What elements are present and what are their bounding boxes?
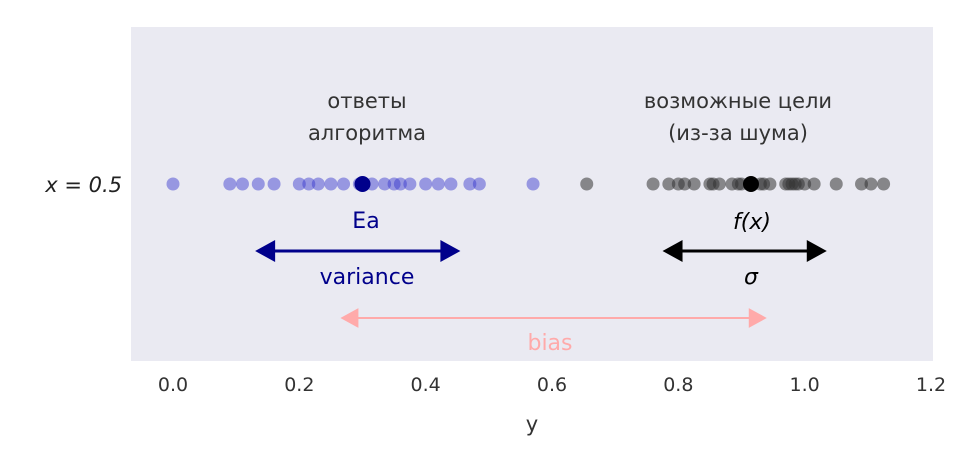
plot-area bbox=[131, 27, 933, 361]
prediction-point bbox=[431, 177, 445, 191]
prediction-point bbox=[166, 177, 180, 191]
variance-arrow-head-right bbox=[440, 240, 461, 262]
bias-arrow-head-left bbox=[340, 308, 359, 328]
mean-prediction-point bbox=[354, 176, 371, 192]
predictions-label-line1: ответы bbox=[327, 89, 406, 113]
mean-target-label: f(x) bbox=[733, 210, 771, 235]
target-point bbox=[763, 177, 777, 191]
x-tick-label: 1.2 bbox=[916, 374, 946, 396]
prediction-point bbox=[311, 177, 325, 191]
target-point bbox=[807, 177, 821, 191]
y-axis-label: x = 0.5 bbox=[44, 173, 122, 197]
targets-label-line1: возможные цели bbox=[644, 89, 832, 113]
prediction-point bbox=[267, 177, 281, 191]
mean-points bbox=[354, 176, 759, 192]
prediction-point bbox=[463, 177, 477, 191]
sigma-label: σ bbox=[744, 265, 759, 290]
x-axis-ticks: 0.0 0.2 0.4 0.6 0.8 1.0 1.2 bbox=[158, 374, 946, 396]
mean-prediction-label: Ea bbox=[352, 209, 379, 234]
prediction-point bbox=[526, 177, 540, 191]
bias-arrow-head-right bbox=[748, 308, 767, 328]
prediction-point bbox=[378, 177, 392, 191]
prediction-point bbox=[302, 177, 316, 191]
arrows bbox=[255, 240, 827, 328]
sigma-arrow-head-right bbox=[806, 240, 827, 262]
prediction-point bbox=[223, 177, 237, 191]
variance-arrow bbox=[255, 240, 461, 262]
bias-label: bias bbox=[527, 331, 572, 356]
target-point bbox=[662, 177, 676, 191]
target-point bbox=[687, 177, 701, 191]
prediction-point bbox=[403, 177, 417, 191]
prediction-point bbox=[387, 177, 401, 191]
predictions-label-line2: алгоритма bbox=[308, 121, 426, 145]
target-point bbox=[580, 177, 594, 191]
target-point bbox=[798, 177, 812, 191]
x-tick-label: 1.0 bbox=[790, 374, 820, 396]
x-axis-label: y bbox=[526, 412, 538, 436]
target-point bbox=[829, 177, 843, 191]
target-point bbox=[877, 177, 891, 191]
target-points bbox=[580, 177, 891, 191]
bias-arrow bbox=[340, 308, 767, 328]
prediction-point bbox=[292, 177, 306, 191]
sigma-arrow bbox=[662, 240, 827, 262]
prediction-point bbox=[472, 177, 486, 191]
target-point bbox=[855, 177, 869, 191]
prediction-point bbox=[337, 177, 351, 191]
target-point bbox=[678, 177, 692, 191]
prediction-point bbox=[235, 177, 249, 191]
mean-target-point bbox=[742, 176, 759, 192]
prediction-point bbox=[444, 177, 458, 191]
variance-label: variance bbox=[320, 265, 415, 290]
prediction-point bbox=[419, 177, 433, 191]
target-point bbox=[646, 177, 660, 191]
sigma-arrow-head-left bbox=[662, 240, 683, 262]
prediction-point bbox=[393, 177, 407, 191]
targets-label-line2: (из-за шума) bbox=[668, 121, 808, 145]
prediction-point bbox=[324, 177, 338, 191]
x-tick-label: 0.6 bbox=[537, 374, 567, 396]
target-point bbox=[864, 177, 878, 191]
variance-arrow-head-left bbox=[255, 240, 276, 262]
x-tick-label: 0.4 bbox=[411, 374, 441, 396]
prediction-point bbox=[251, 177, 265, 191]
target-point bbox=[712, 177, 726, 191]
x-tick-label: 0.2 bbox=[284, 374, 314, 396]
x-tick-label: 0.0 bbox=[158, 374, 188, 396]
x-tick-label: 0.8 bbox=[663, 374, 693, 396]
